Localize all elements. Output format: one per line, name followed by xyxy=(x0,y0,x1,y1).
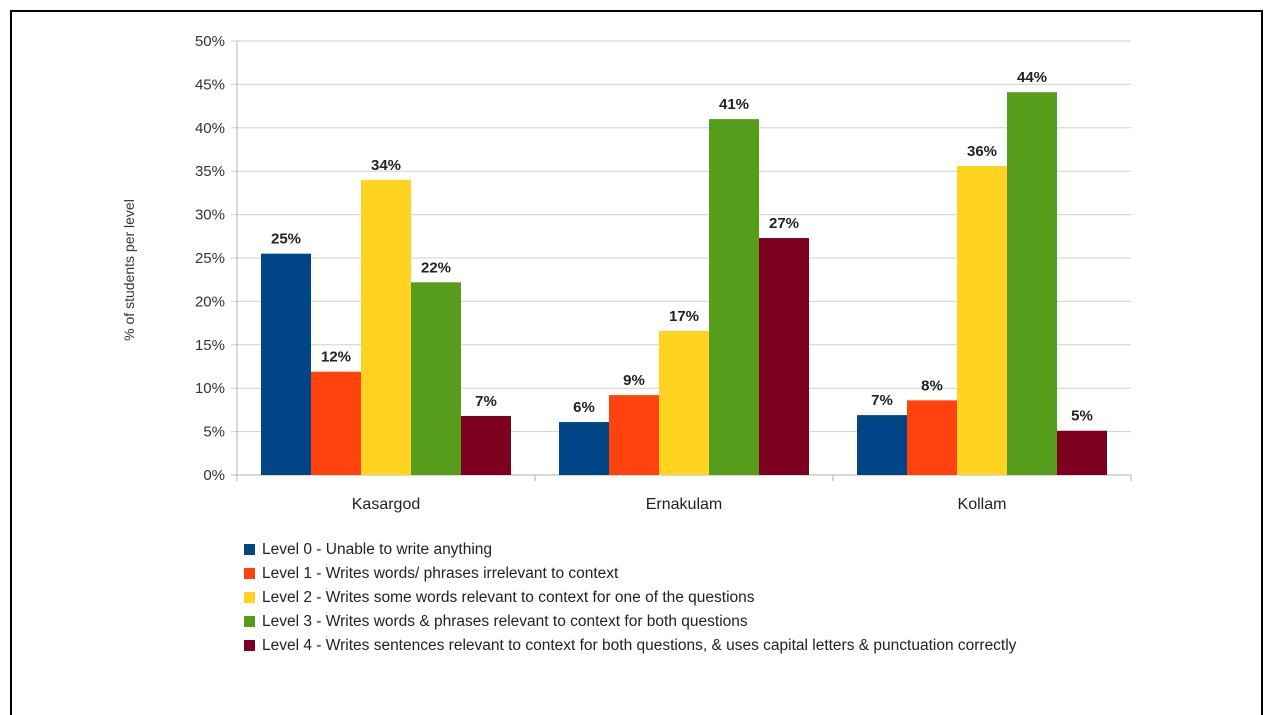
y-tick-label: 25% xyxy=(195,250,225,267)
y-tick-label: 15% xyxy=(195,337,225,354)
bar-value-label: 22% xyxy=(421,259,451,276)
bar xyxy=(311,371,361,475)
data-labels: 25% 12% 34% 22% 7% 6% 9% 17% 41% 27% 7% 8% 36% 44% 5% xyxy=(271,69,1093,425)
legend-item: Level 0 - Unable to write anything xyxy=(244,540,1164,560)
bar xyxy=(709,119,759,476)
bar-value-label: 7% xyxy=(475,393,497,410)
bar-value-label: 6% xyxy=(573,399,595,416)
bar-value-label: 9% xyxy=(623,372,645,389)
bar xyxy=(559,422,609,475)
bar xyxy=(759,238,809,475)
y-tick-labels: 0% 5% 10% 15% 20% 25% 30% 35% 40% 45% 50% xyxy=(195,33,225,484)
bar-value-label: 8% xyxy=(921,377,943,394)
bar xyxy=(1057,430,1107,475)
y-tick-label: 40% xyxy=(195,120,225,137)
legend: Level 0 - Unable to write anything Level … xyxy=(244,540,1164,660)
y-tick-label: 10% xyxy=(195,380,225,397)
bar xyxy=(1007,92,1057,475)
bar xyxy=(361,179,411,475)
legend-label: Level 0 - Unable to write anything xyxy=(262,541,493,558)
bar xyxy=(659,330,709,475)
bar xyxy=(609,395,659,475)
bar-value-label: 34% xyxy=(371,157,401,174)
bar xyxy=(461,415,511,475)
legend-label: Level 2 - Writes some words relevant to … xyxy=(262,589,755,606)
legend-item: Level 4 - Writes sentences relevant to c… xyxy=(244,636,1164,656)
legend-item: Level 3 - Writes words & phrases relevan… xyxy=(244,612,1164,632)
bar-value-label: 36% xyxy=(967,143,997,160)
bar xyxy=(261,253,311,475)
y-tick-label: 5% xyxy=(203,424,225,441)
bar xyxy=(411,282,461,475)
x-tick-label: Kollam xyxy=(958,496,1007,513)
legend-swatch xyxy=(244,544,255,555)
legend-swatch xyxy=(244,616,255,627)
legend-item: Level 1 - Writes words/ phrases irreleva… xyxy=(244,564,1164,584)
y-tick-label: 45% xyxy=(195,76,225,93)
bar xyxy=(957,165,1007,475)
legend-label: Level 3 - Writes words & phrases relevan… xyxy=(262,613,748,630)
y-tick-label: 0% xyxy=(203,467,225,484)
legend-swatch xyxy=(244,640,255,651)
bar-value-label: 25% xyxy=(271,231,301,248)
bar xyxy=(907,400,957,475)
legend-item: Level 2 - Writes some words relevant to … xyxy=(244,588,1164,608)
y-tick-label: 50% xyxy=(195,33,225,50)
y-axis-label: % of students per level xyxy=(121,199,137,341)
bars xyxy=(261,92,1107,476)
y-tick-label: 35% xyxy=(195,163,225,180)
y-tick-label: 20% xyxy=(195,293,225,310)
bar-value-label: 44% xyxy=(1017,69,1047,86)
bar-value-label: 7% xyxy=(871,392,893,409)
bar xyxy=(857,415,907,475)
x-tick-labels: Kasargod Ernakulam Kollam xyxy=(352,496,1007,513)
bar-value-label: 17% xyxy=(669,308,699,325)
y-tick-label: 30% xyxy=(195,207,225,224)
legend-swatch xyxy=(244,568,255,579)
bar-value-label: 5% xyxy=(1071,408,1093,425)
bar-value-label: 12% xyxy=(321,349,351,366)
bar-value-label: 41% xyxy=(719,96,749,113)
legend-label: Level 4 - Writes sentences relevant to c… xyxy=(262,637,1017,654)
legend-label: Level 1 - Writes words/ phrases irreleva… xyxy=(262,565,619,582)
bar-value-label: 27% xyxy=(769,215,799,232)
x-tick-label: Ernakulam xyxy=(646,496,722,513)
legend-swatch xyxy=(244,592,255,603)
x-tick-label: Kasargod xyxy=(352,496,421,513)
